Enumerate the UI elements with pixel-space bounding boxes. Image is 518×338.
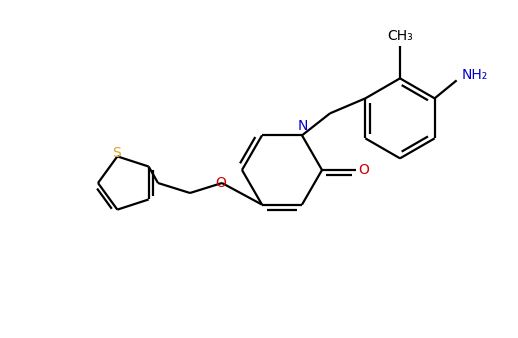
Text: N: N — [298, 119, 308, 134]
Text: O: O — [215, 176, 226, 190]
Text: O: O — [358, 163, 369, 177]
Text: CH₃: CH₃ — [387, 29, 413, 43]
Text: S: S — [112, 146, 121, 160]
Text: NH₂: NH₂ — [462, 68, 488, 82]
